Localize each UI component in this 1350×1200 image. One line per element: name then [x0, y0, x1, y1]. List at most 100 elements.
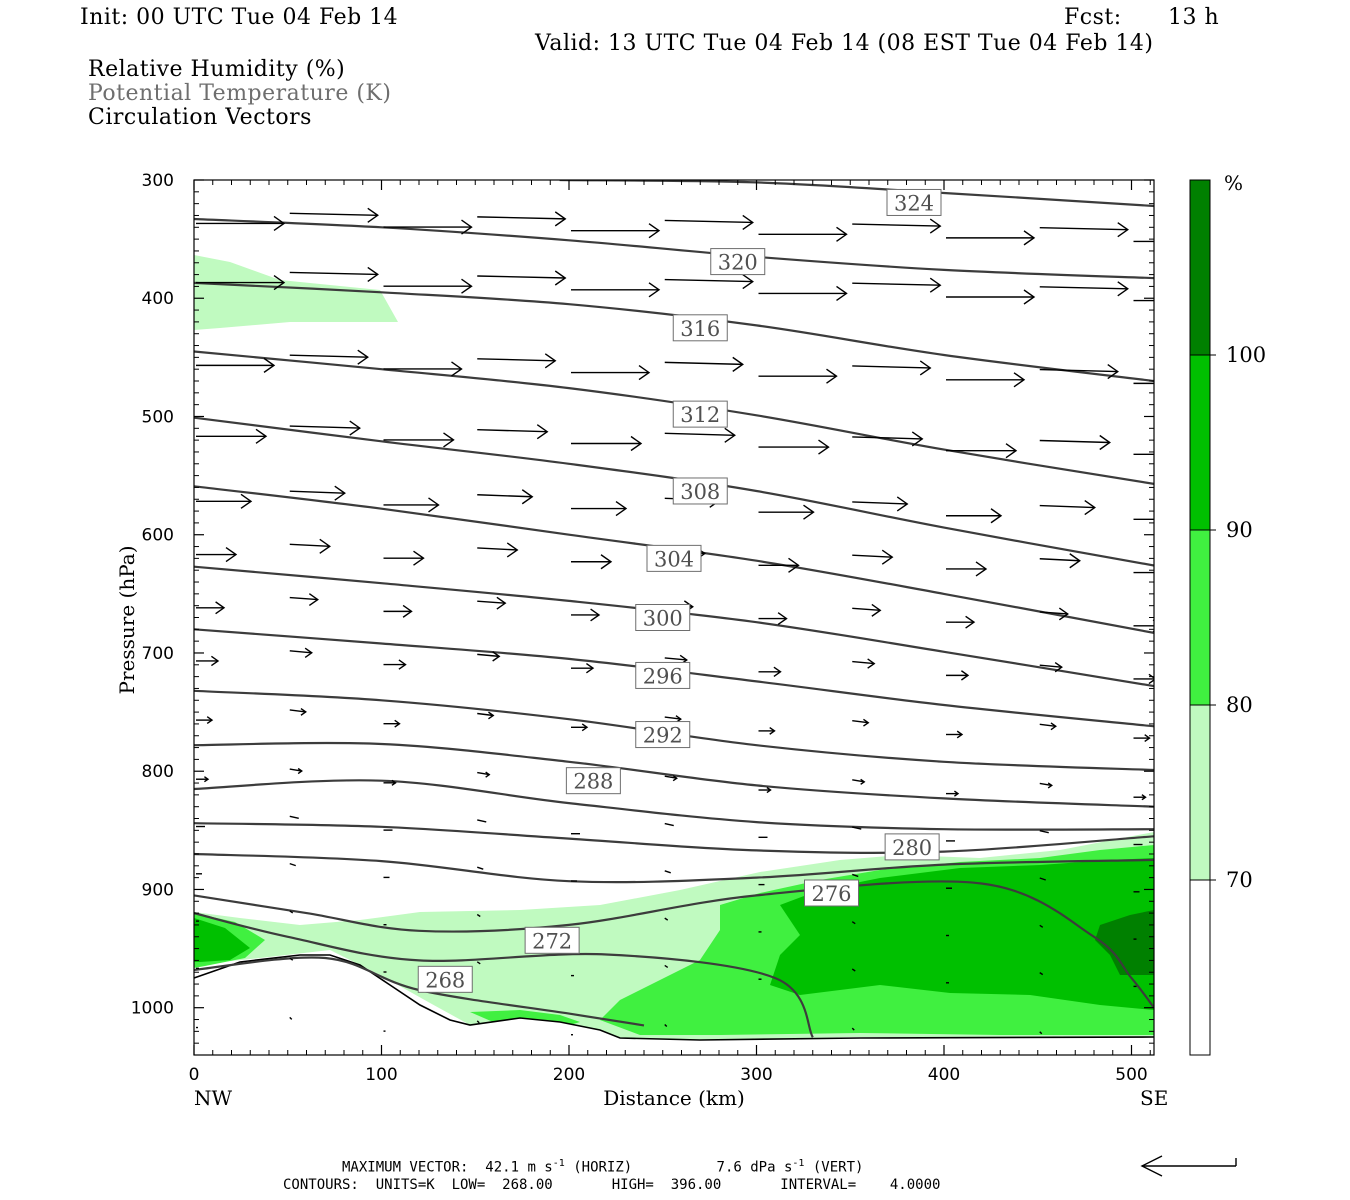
wind-vector [664, 917, 669, 921]
theta-label-text: 300 [643, 607, 683, 631]
x-tick-label: 300 [740, 1065, 772, 1085]
wind-vector [196, 275, 286, 291]
theta-label-box [884, 833, 940, 861]
y-tick-label: 900 [142, 880, 174, 900]
valid-time: Valid: 13 UTC Tue 04 Feb 14 (08 EST Tue … [535, 31, 1154, 56]
wind-vector [1133, 734, 1151, 743]
y-tick-label: 600 [142, 526, 174, 546]
wind-vector [289, 593, 319, 607]
wind-vector [1133, 453, 1154, 456]
colorbar-frame [1189, 179, 1211, 1056]
max-vert-exponent: -1 [792, 1158, 805, 1169]
legend-vectors: Circulation Vectors [88, 105, 312, 130]
wind-vector [852, 277, 942, 293]
wind-vector [1039, 499, 1096, 516]
theta-contour-label: 324 [886, 188, 942, 216]
wind-vector [196, 546, 238, 563]
wind-vector [852, 603, 882, 617]
wind-vector [571, 435, 643, 452]
wind-vector [289, 957, 294, 961]
rh-shading [194, 255, 1154, 1055]
y-tick-label: 400 [142, 289, 174, 309]
theta-contour [194, 779, 1154, 831]
y-tick-label: 800 [142, 762, 174, 782]
wind-vector [1039, 722, 1057, 731]
max-vector-vert: 7.6 dPa s [716, 1159, 793, 1176]
wind-vector [383, 659, 407, 670]
theta-contour [194, 852, 1154, 884]
wind-vector [383, 497, 440, 513]
wind-vector [383, 361, 463, 377]
wind-vector [571, 608, 601, 622]
x-tick-label: 0 [189, 1065, 200, 1085]
theta-label-text: 296 [643, 664, 683, 688]
wind-vector [477, 771, 491, 778]
theta-contour [194, 741, 1154, 808]
theta-label-text: 324 [894, 191, 934, 215]
theta-label-text: 304 [654, 547, 694, 571]
y-tick-label: 1000 [131, 999, 174, 1019]
wind-vector [852, 360, 932, 376]
wind-vector [1133, 299, 1154, 302]
theta-label-box [672, 314, 728, 342]
reference-vector [1140, 1155, 1237, 1177]
wind-vector [289, 266, 379, 282]
colorbar-segment [1190, 180, 1210, 355]
wind-vector [477, 424, 549, 440]
wind-vector [852, 431, 924, 447]
wind-vector [289, 485, 346, 501]
wind-vector [571, 723, 589, 732]
forecast-hour: 13 h [1168, 5, 1220, 30]
x-axis-title: Distance (km) [603, 1086, 745, 1110]
wind-vector [664, 822, 674, 827]
colorbar-label: 80 [1226, 693, 1253, 717]
theta-label-box [635, 661, 691, 689]
rh-70-80-region [194, 255, 398, 330]
wind-vector [1039, 281, 1129, 297]
theta-label-text: 316 [680, 317, 720, 341]
theta-label-text: 280 [892, 836, 932, 860]
endpoint-se: SE [1140, 1086, 1168, 1110]
wind-vector [196, 215, 286, 232]
wind-vector [1133, 240, 1154, 243]
theta-contour [194, 281, 1154, 383]
theta-contour-label: 312 [672, 400, 728, 428]
theta-contour [194, 822, 1154, 854]
wind-vector [852, 658, 876, 669]
wind-vector [383, 550, 425, 566]
wind-vector [851, 968, 856, 972]
theta-label-text: 308 [680, 480, 720, 504]
wind-vector [851, 1027, 855, 1031]
wind-vector [477, 353, 557, 369]
wind-vector [383, 604, 413, 618]
theta-contour-label: 280 [884, 833, 940, 861]
max-vector-horiz: 42.1 m s [485, 1159, 553, 1176]
wind-vector [477, 270, 567, 286]
theta-label-box [417, 965, 473, 993]
wind-vector [852, 873, 859, 878]
max-vector-vert-tail: (VERT) [804, 1159, 864, 1176]
theta-label-text: 272 [532, 929, 572, 953]
terrain-below-ground [194, 955, 1154, 1055]
theta-label-box [710, 248, 766, 276]
contours-info: CONTOURS: UNITS=K LOW= 268.00 HIGH= 396.… [283, 1177, 941, 1193]
theta-label-box [635, 604, 691, 631]
wind-vector [383, 432, 455, 448]
colorbar-segment [1190, 705, 1210, 880]
wind-vector [1039, 972, 1044, 976]
theta-label-box [635, 721, 691, 749]
wind-vector [664, 775, 678, 782]
wind-vector [852, 218, 942, 234]
wind-vector [289, 862, 296, 867]
theta-contour-label: 276 [804, 879, 859, 907]
theta-contour [194, 416, 1154, 567]
wind-vector [477, 711, 495, 720]
wind-vector [476, 1020, 480, 1024]
wind-vector [289, 647, 313, 658]
wind-vector [664, 870, 671, 874]
wind-vector [946, 372, 1026, 388]
wind-vector [383, 278, 473, 294]
wind-vector [1039, 830, 1049, 834]
wind-vector [196, 428, 268, 444]
